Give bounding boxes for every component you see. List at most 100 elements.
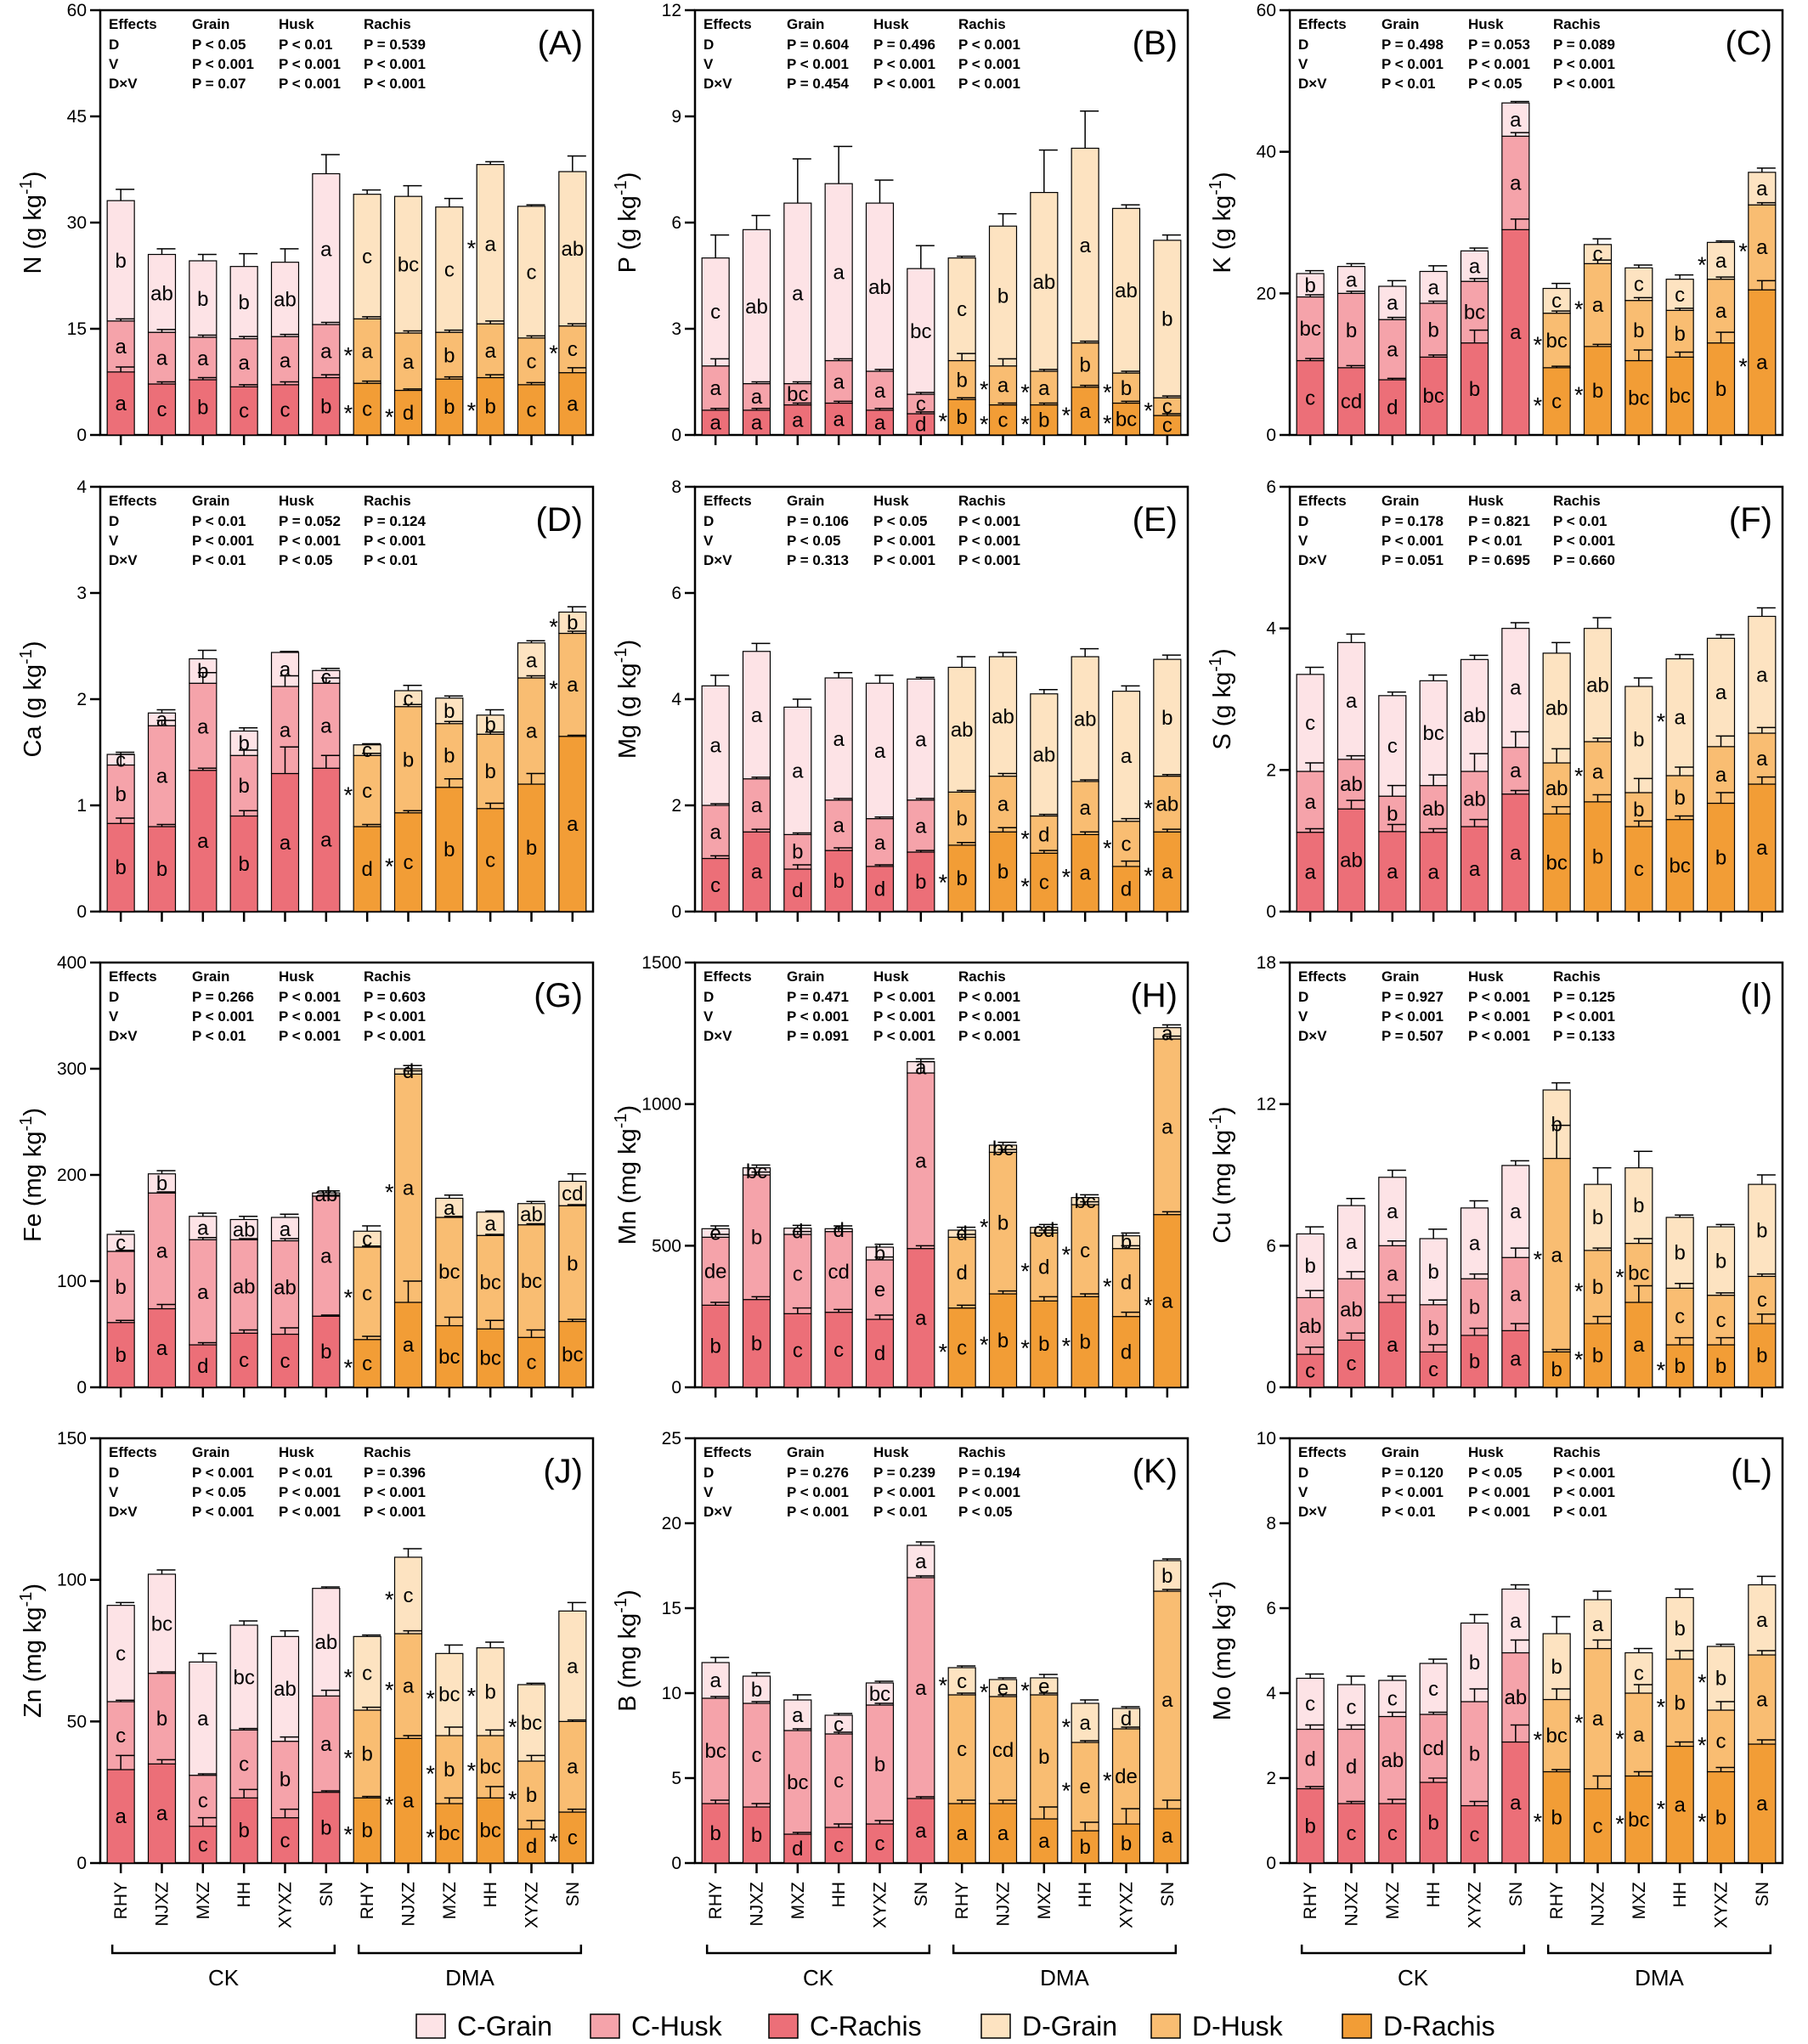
significance-letter: ab: [1074, 708, 1097, 731]
stat-value: P < 0.001: [364, 1028, 426, 1044]
bar-c-husk: [1296, 1728, 1325, 1790]
bar-d-rachis: [1542, 367, 1571, 436]
significance-letter: a: [1387, 292, 1398, 315]
significance-star: *: [467, 1759, 477, 1784]
significance-star: *: [385, 1180, 394, 1206]
stat-value: P < 0.001: [364, 1484, 426, 1500]
group-bracket: [1546, 1945, 1772, 1955]
significance-star: *: [549, 676, 558, 702]
bar-c-husk: [1419, 785, 1448, 833]
significance-letter: ab: [951, 719, 974, 742]
significance-letter: a: [1469, 858, 1481, 881]
bar-d-rachis: [353, 382, 381, 436]
significance-star: *: [980, 377, 989, 403]
y-tick-label: 300: [57, 1059, 87, 1079]
significance-letter: a: [792, 282, 804, 305]
significance-letter: b: [915, 871, 926, 894]
x-tick-label: HH: [1670, 1882, 1690, 1907]
panel-I: 0 6 12 18 Cu (mg kg-1) Effects Grain Husk Rachis…: [1206, 953, 1784, 1397]
significance-star: *: [467, 398, 477, 423]
x-tick-label: SN: [317, 1882, 336, 1906]
significance-letter: b: [1715, 846, 1726, 869]
group-bracket: [705, 1945, 931, 1955]
significance-letter: bc: [1628, 387, 1649, 409]
bar-d-grain: [517, 1684, 546, 1762]
panel-K: 0 5 10 15 20 25 B (mg kg-1) Effects Grain Husk Rac…: [612, 1429, 1189, 1990]
legend-label: D-Rachis: [1383, 2011, 1495, 2041]
significance-star: *: [1020, 826, 1030, 851]
significance-letter: bc: [438, 1822, 460, 1845]
significance-star: *: [1574, 296, 1584, 322]
stat-value: P < 0.001: [873, 1484, 935, 1500]
significance-letter: d: [874, 1342, 885, 1365]
stat-row-label: V: [109, 1008, 119, 1025]
x-tick-label: HH: [481, 1882, 500, 1907]
stat-value: P < 0.001: [958, 37, 1020, 53]
stat-header: Effects: [109, 968, 157, 985]
significance-letter: a: [915, 1550, 927, 1573]
stat-row-label: V: [109, 56, 119, 72]
significance-letter: b: [567, 1252, 578, 1275]
significance-letter: b: [1592, 1206, 1603, 1229]
y-tick-label: 18: [1257, 953, 1276, 973]
significance-star: *: [1144, 398, 1153, 424]
significance-letter: bc: [869, 1683, 890, 1706]
stat-row-label: D: [109, 513, 119, 529]
stat-row-label: V: [703, 56, 714, 72]
significance-star: *: [426, 1761, 435, 1787]
stat-value: P < 0.01: [279, 1465, 333, 1481]
bar-c-husk: [1460, 1701, 1489, 1807]
stat-value: P < 0.001: [1468, 1028, 1530, 1044]
significance-letter: c: [833, 1339, 844, 1362]
bar-c-rachis: [1296, 1353, 1325, 1388]
x-tick-label: MXZ: [1035, 1882, 1054, 1920]
bar-d-grain: [988, 656, 1018, 777]
significance-star: *: [344, 1822, 353, 1848]
stat-row-label: D×V: [703, 1028, 732, 1044]
significance-letter: b: [1469, 1350, 1480, 1373]
bar-c-grain: [1296, 674, 1325, 772]
significance-letter: a: [1510, 1348, 1522, 1371]
y-tick-label: 2: [671, 796, 681, 816]
bar-c-grain: [742, 229, 771, 385]
significance-letter: c: [916, 393, 926, 416]
stat-header: Grain: [787, 1444, 824, 1460]
significance-letter: b: [1551, 1113, 1562, 1136]
significance-letter: ab: [1504, 1686, 1527, 1709]
significance-letter: a: [833, 261, 845, 284]
stat-value: P < 0.001: [279, 1504, 341, 1520]
bar-d-grain: [947, 666, 976, 793]
bar-d-grain: [1153, 658, 1182, 777]
significance-letter: b: [1715, 1355, 1726, 1378]
significance-letter: a: [156, 765, 168, 788]
bar-c-rachis: [907, 851, 935, 912]
stat-header: Grain: [787, 968, 824, 985]
significance-letter: a: [156, 1239, 168, 1262]
bar-c-husk: [106, 1251, 135, 1324]
significance-letter: a: [1510, 321, 1522, 344]
stat-value: P = 0.194: [958, 1465, 1020, 1481]
significance-letter: d: [915, 414, 926, 437]
bar-d-husk: [393, 1633, 423, 1739]
significance-star: *: [549, 1829, 558, 1855]
y-axis-label-text: K (g kg: [1209, 195, 1236, 274]
significance-letter: b: [197, 660, 208, 683]
significance-letter: b: [1121, 1231, 1132, 1254]
stat-value: P < 0.01: [1381, 76, 1436, 92]
bar-d-husk: [1665, 1287, 1694, 1346]
stat-value: P = 0.239: [873, 1465, 935, 1481]
bar-c-rachis: [312, 767, 341, 912]
stat-value: P < 0.001: [192, 1008, 254, 1025]
bar-d-husk: [988, 776, 1018, 833]
significance-letter: a: [403, 351, 415, 374]
significance-letter: b: [1427, 1261, 1438, 1284]
significance-star: *: [1062, 865, 1071, 890]
significance-star: *: [939, 1673, 948, 1698]
stat-header: Effects: [1298, 968, 1347, 985]
significance-letter: b: [1469, 1742, 1480, 1765]
bar-c-rachis: [147, 1763, 177, 1864]
significance-star: *: [344, 401, 353, 426]
stat-header: Husk: [1468, 1444, 1504, 1460]
significance-letter: a: [1756, 1609, 1768, 1632]
bar-d-grain: [1583, 628, 1613, 743]
